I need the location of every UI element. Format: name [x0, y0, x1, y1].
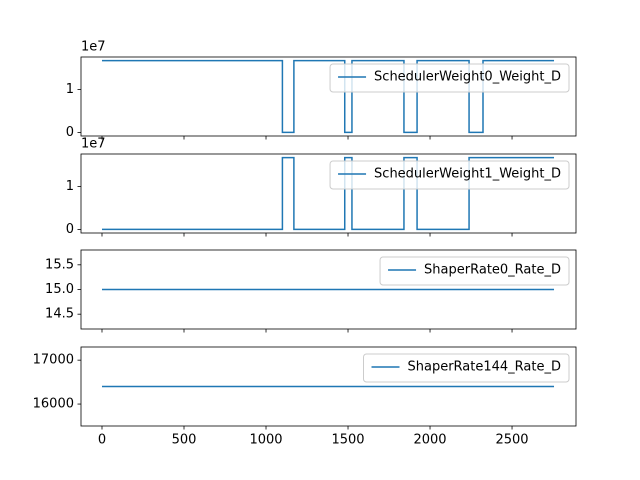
legend: ShaperRate0_Rate_D: [379, 256, 570, 286]
offset-text: 1e7: [81, 40, 106, 55]
legend-box: [379, 256, 570, 286]
y-tick-label: 1: [66, 82, 74, 97]
legend-box: [329, 160, 570, 190]
legend: ShaperRate144_Rate_D: [363, 353, 570, 383]
axes-frame: [80, 249, 577, 330]
y-tick-label: 15.5: [45, 257, 74, 272]
y-tick-label: 0: [66, 222, 74, 237]
y-tick-label: 0: [66, 125, 74, 140]
offset-text: 1e7: [81, 137, 106, 152]
legend: SchedulerWeight1_Weight_D: [329, 160, 570, 190]
y-tick-label: 16000: [33, 397, 74, 412]
legend: SchedulerWeight0_Weight_D: [329, 63, 570, 93]
y-tick-label: 14.5: [45, 307, 74, 322]
x-tick-label: 0: [98, 433, 106, 448]
legend-label: ShaperRate144_Rate_D: [408, 360, 562, 375]
x-tick-label: 2000: [413, 433, 446, 448]
axes-frame: [80, 153, 577, 234]
subplot: 0 1 1e7 SchedulerWeight1_Weight_D: [66, 137, 577, 237]
series-line: [101, 59, 555, 134]
axes-frame: [80, 346, 577, 427]
subplot: 16000 17000 0 500 1000 1500 2000 2500 ShaperRate…: [33, 346, 577, 448]
series-line: [101, 156, 555, 231]
y-tick-label: 1: [66, 179, 74, 194]
legend-label: SchedulerWeight1_Weight_D: [374, 167, 561, 182]
x-tick-label: 1500: [331, 433, 364, 448]
subplot: 0 1 1e7 SchedulerWeight0_Weight_D: [66, 40, 577, 140]
y-tick-label: 15.0: [45, 282, 74, 297]
legend-box: [329, 63, 570, 93]
legend-label: SchedulerWeight0_Weight_D: [374, 70, 561, 85]
y-tick-label: 17000: [33, 353, 74, 368]
subplot: 14.5 15.0 15.5 ShaperRate0_Rate_D: [45, 249, 577, 333]
legend-label: ShaperRate0_Rate_D: [424, 263, 561, 278]
x-tick-label: 500: [172, 433, 197, 448]
axes-frame: [80, 56, 577, 137]
x-tick-label: 1000: [249, 433, 282, 448]
legend-box: [363, 353, 570, 383]
x-tick-label: 2500: [495, 433, 528, 448]
